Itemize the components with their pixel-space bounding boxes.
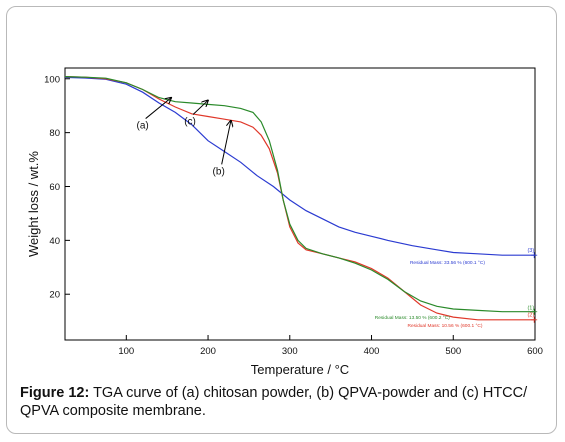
residual-marker-b xyxy=(531,316,538,323)
y-axis-title: Weight loss / wt.% xyxy=(26,151,41,257)
residual-marker-a xyxy=(531,252,538,259)
figure-caption: Figure 12: TGA curve of (a) chitosan pow… xyxy=(20,384,555,420)
x-tick-label: 600 xyxy=(527,346,543,357)
series-c-line xyxy=(64,76,535,313)
residual-label-c: Residual Mass: 13.50 % (600.2 °C) xyxy=(375,315,450,321)
y-tick-label: 60 xyxy=(49,182,60,193)
caption-label: Figure 12: xyxy=(20,385,90,401)
y-tick-label: 40 xyxy=(49,236,60,247)
x-tick-label: 500 xyxy=(445,346,461,357)
x-tick-label: 400 xyxy=(364,346,380,357)
annotation-label-b: (b) xyxy=(213,166,225,177)
series-b-line xyxy=(64,76,535,321)
annotation-label-a: (a) xyxy=(137,121,149,132)
annotation-arrow-c xyxy=(192,100,208,115)
caption-text: TGA curve of (a) chitosan powder, (b) QP… xyxy=(20,385,528,419)
end-label-c: (1) xyxy=(527,306,534,312)
annotation-arrow-a xyxy=(145,98,172,119)
x-axis-title: Temperature / °C xyxy=(251,362,349,377)
annotation-label-c: (c) xyxy=(184,117,196,128)
y-tick-label: 20 xyxy=(49,290,60,301)
x-tick-label: 100 xyxy=(118,346,134,357)
residual-label-a: Residual Mass: 33.56 % (600.1 °C) xyxy=(410,260,485,266)
x-tick-label: 200 xyxy=(200,346,216,357)
residual-marker-c xyxy=(531,308,538,315)
annotation-arrow-b xyxy=(221,121,231,165)
y-tick-label: 100 xyxy=(44,74,60,85)
series-a-line xyxy=(64,76,535,256)
plot-frame xyxy=(64,67,536,341)
residual-label-b: Residual Mass: 10.56 % (600.1 °C) xyxy=(407,323,482,329)
end-label-a: (3) xyxy=(527,248,534,254)
end-label-b: (2) xyxy=(527,312,534,318)
x-tick-label: 300 xyxy=(282,346,298,357)
y-tick-label: 80 xyxy=(49,128,60,139)
